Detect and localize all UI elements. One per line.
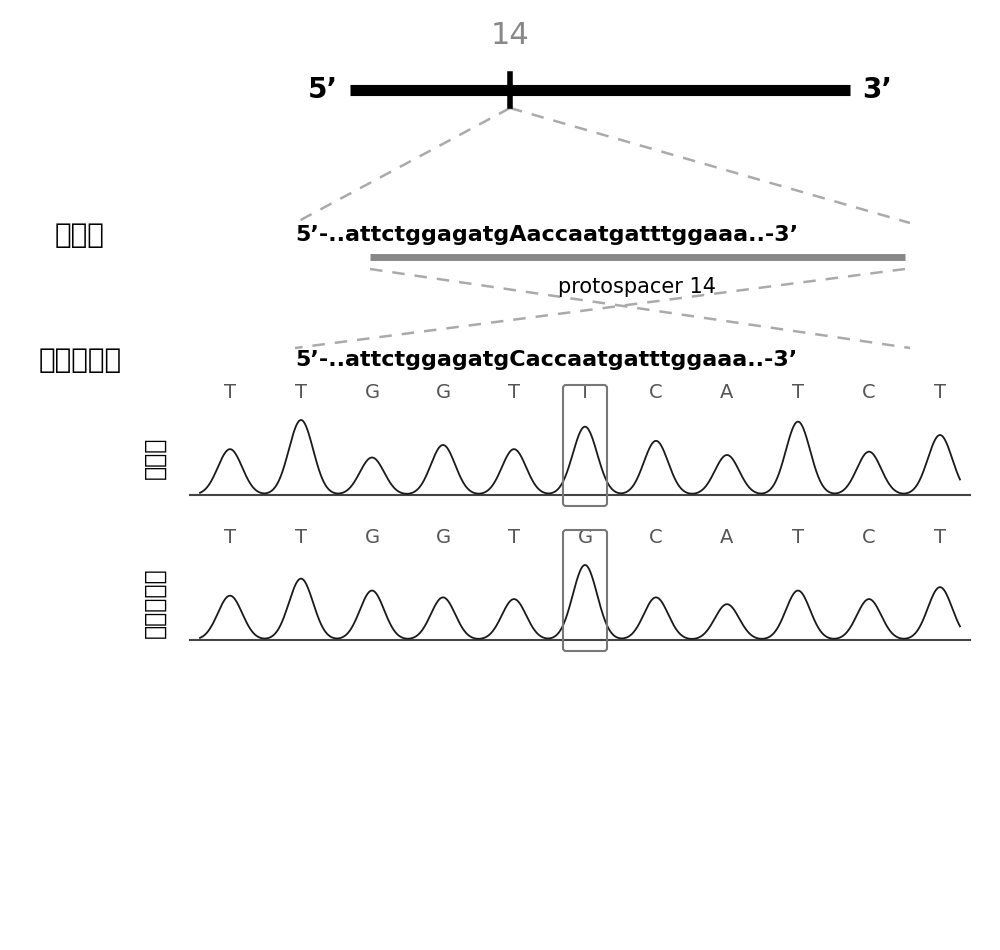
Text: G: G bbox=[364, 528, 380, 547]
Text: 5’-..attctggagatgAaccaatgatttggaaa..-3’: 5’-..attctggagatgAaccaatgatttggaaa..-3’ bbox=[295, 225, 798, 245]
Text: G: G bbox=[364, 383, 380, 402]
Text: T: T bbox=[508, 383, 520, 402]
Text: G: G bbox=[577, 528, 593, 547]
Text: 5’: 5’ bbox=[308, 76, 338, 104]
Text: 14: 14 bbox=[491, 21, 529, 49]
Text: G: G bbox=[435, 528, 451, 547]
Text: 原序列: 原序列 bbox=[55, 221, 105, 249]
Text: C: C bbox=[862, 383, 876, 402]
Text: protospacer 14: protospacer 14 bbox=[558, 277, 716, 297]
Text: T: T bbox=[295, 383, 307, 402]
Text: T: T bbox=[508, 528, 520, 547]
Text: A: A bbox=[720, 383, 734, 402]
Text: T: T bbox=[934, 528, 946, 547]
Text: G: G bbox=[435, 383, 451, 402]
Text: T: T bbox=[792, 528, 804, 547]
Text: 5’-..attctggagatgCaccaatgatttggaaa..-3’: 5’-..attctggagatgCaccaatgatttggaaa..-3’ bbox=[295, 350, 797, 370]
Text: C: C bbox=[649, 528, 663, 547]
Text: 原序列: 原序列 bbox=[143, 436, 167, 479]
Text: T: T bbox=[224, 383, 236, 402]
Text: 修改后序列: 修改后序列 bbox=[38, 346, 122, 374]
Text: 3’: 3’ bbox=[862, 76, 892, 104]
Text: T: T bbox=[934, 383, 946, 402]
Text: T: T bbox=[224, 528, 236, 547]
Text: T: T bbox=[792, 383, 804, 402]
Text: T: T bbox=[295, 528, 307, 547]
Text: C: C bbox=[649, 383, 663, 402]
Text: 修改后序列: 修改后序列 bbox=[143, 567, 167, 637]
Text: A: A bbox=[720, 528, 734, 547]
Text: C: C bbox=[862, 528, 876, 547]
Text: T: T bbox=[579, 383, 591, 402]
